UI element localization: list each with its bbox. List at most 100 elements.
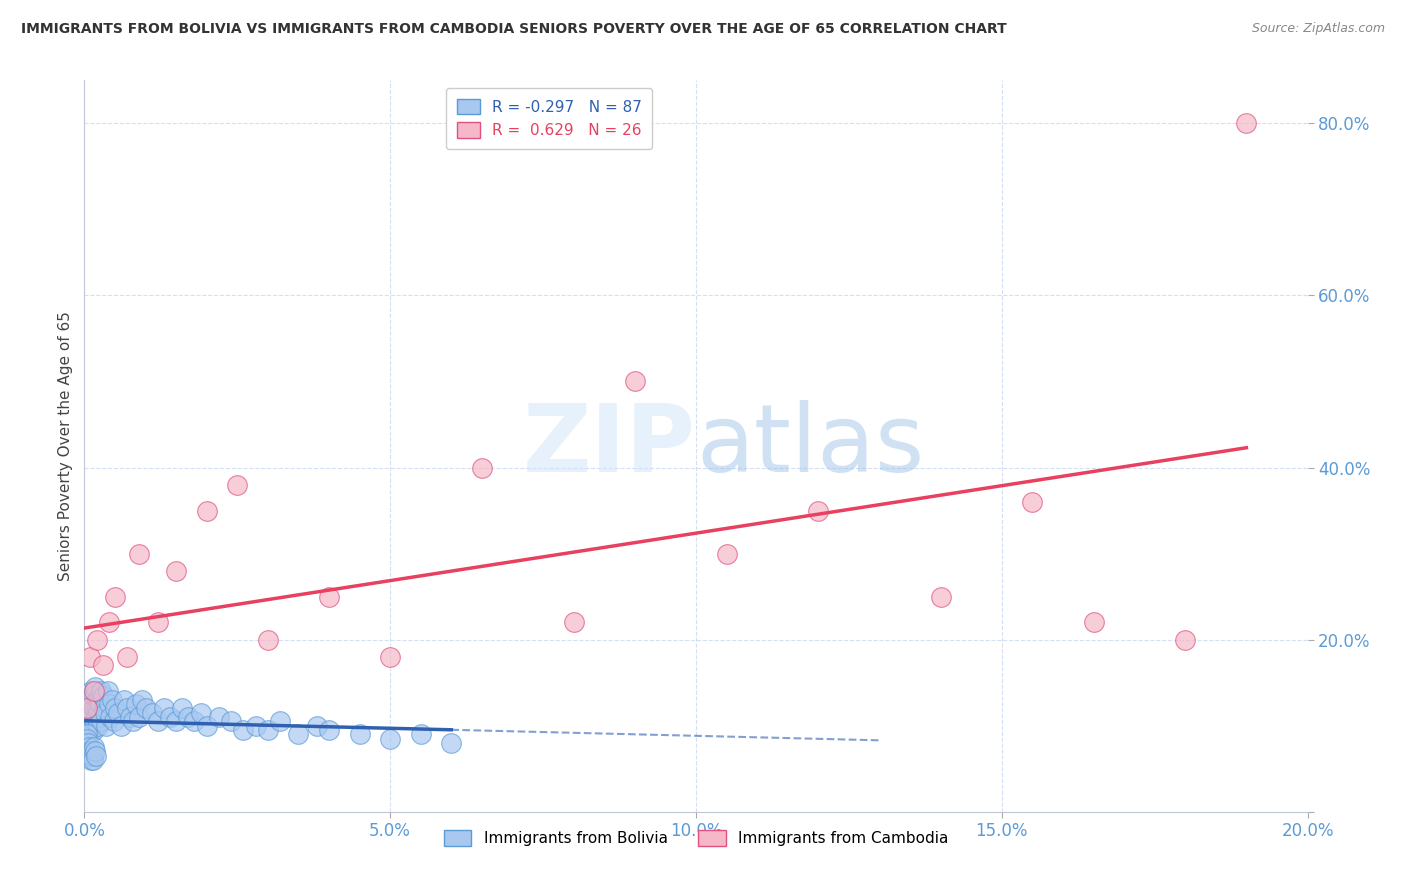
Point xyxy=(82,748,104,763)
Point xyxy=(183,714,205,729)
Point xyxy=(128,547,150,561)
Point xyxy=(86,701,108,715)
Point xyxy=(135,701,157,715)
Point xyxy=(84,680,107,694)
Y-axis label: Seniors Poverty Over the Age of 65: Seniors Poverty Over the Age of 65 xyxy=(58,311,73,581)
Point xyxy=(165,564,187,578)
Point xyxy=(269,714,291,729)
Point xyxy=(257,632,280,647)
Point xyxy=(232,723,254,737)
Point xyxy=(87,706,110,720)
Point xyxy=(131,693,153,707)
Point xyxy=(75,719,97,733)
Point xyxy=(716,547,738,561)
Point xyxy=(125,697,148,711)
Point xyxy=(409,727,432,741)
Point xyxy=(80,748,103,763)
Point xyxy=(97,684,120,698)
Point xyxy=(83,714,105,729)
Point xyxy=(219,714,242,729)
Point xyxy=(79,748,101,763)
Point xyxy=(104,701,127,715)
Point xyxy=(90,684,112,698)
Point xyxy=(318,723,340,737)
Point xyxy=(624,375,647,389)
Point xyxy=(208,710,231,724)
Point xyxy=(91,658,114,673)
Point xyxy=(305,719,328,733)
Point xyxy=(929,590,952,604)
Point xyxy=(562,615,585,630)
Point xyxy=(97,615,120,630)
Point xyxy=(98,710,121,724)
Point xyxy=(82,689,104,703)
Point xyxy=(120,710,142,724)
Point xyxy=(79,727,101,741)
Point xyxy=(122,714,145,729)
Point xyxy=(257,723,280,737)
Point xyxy=(159,710,181,724)
Point xyxy=(146,714,169,729)
Point xyxy=(97,697,120,711)
Point xyxy=(1236,116,1258,130)
Point xyxy=(87,719,110,733)
Point xyxy=(165,714,187,729)
Point xyxy=(83,740,105,755)
Point xyxy=(172,701,194,715)
Point xyxy=(128,710,150,724)
Point xyxy=(380,649,402,664)
Point xyxy=(440,736,463,750)
Point xyxy=(76,744,98,758)
Point xyxy=(77,736,100,750)
Point xyxy=(82,710,104,724)
Point xyxy=(190,706,212,720)
Text: ZIP: ZIP xyxy=(523,400,696,492)
Point xyxy=(807,503,830,517)
Point xyxy=(195,503,218,517)
Point xyxy=(77,714,100,729)
Point xyxy=(77,706,100,720)
Point xyxy=(87,693,110,707)
Point xyxy=(96,719,118,733)
Point xyxy=(75,740,97,755)
Point xyxy=(104,590,127,604)
Point xyxy=(195,719,218,733)
Point xyxy=(287,727,309,741)
Point xyxy=(112,693,135,707)
Point xyxy=(245,719,267,733)
Point xyxy=(146,615,169,630)
Point xyxy=(84,710,107,724)
Point xyxy=(84,748,107,763)
Point xyxy=(80,753,103,767)
Point xyxy=(1174,632,1197,647)
Point xyxy=(103,714,125,729)
Point xyxy=(110,719,132,733)
Point xyxy=(1021,495,1043,509)
Text: atlas: atlas xyxy=(696,400,924,492)
Point xyxy=(75,736,97,750)
Text: Source: ZipAtlas.com: Source: ZipAtlas.com xyxy=(1251,22,1385,36)
Point xyxy=(76,701,98,715)
Point xyxy=(84,744,107,758)
Point xyxy=(115,649,138,664)
Point xyxy=(91,689,114,703)
Point xyxy=(89,710,111,724)
Point xyxy=(83,701,105,715)
Point xyxy=(177,710,200,724)
Point xyxy=(153,701,176,715)
Point xyxy=(318,590,340,604)
Point xyxy=(93,701,115,715)
Point xyxy=(83,723,105,737)
Point xyxy=(83,684,105,698)
Point xyxy=(226,477,249,491)
Point xyxy=(80,744,103,758)
Point xyxy=(79,744,101,758)
Point xyxy=(380,731,402,746)
Point xyxy=(86,632,108,647)
Point xyxy=(80,719,103,733)
Point xyxy=(76,723,98,737)
Point xyxy=(86,693,108,707)
Point xyxy=(77,693,100,707)
Point xyxy=(76,701,98,715)
Point xyxy=(1083,615,1105,630)
